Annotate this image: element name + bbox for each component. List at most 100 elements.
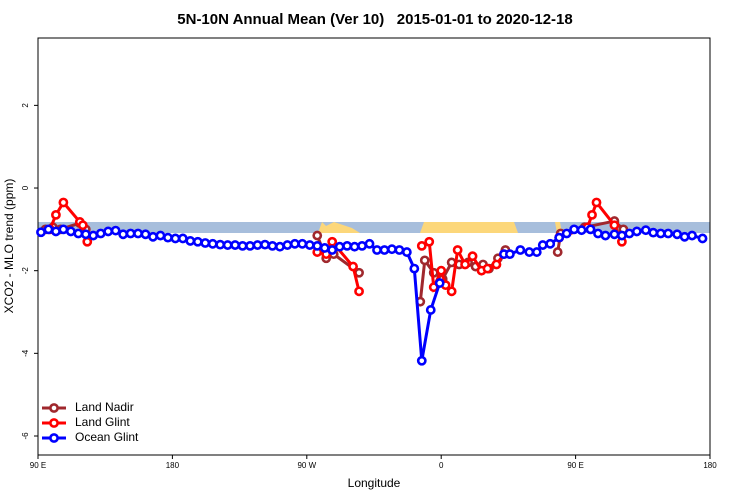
data-point: [491, 259, 502, 270]
data-point: [624, 228, 635, 239]
data-point: [467, 251, 478, 262]
data-point: [609, 229, 620, 240]
data-point: [118, 229, 129, 240]
data-point: [515, 245, 526, 255]
data-point: [222, 240, 233, 250]
y-axis-label: XCO2 - MLO trend (ppm): [2, 179, 16, 314]
data-point: [687, 230, 697, 241]
data-point: [531, 247, 542, 257]
data-point: [394, 245, 405, 255]
data-point: [349, 241, 360, 252]
data-point: [192, 236, 203, 247]
data-point: [125, 228, 136, 239]
data-point: [357, 240, 367, 251]
data-point: [275, 241, 285, 252]
data-point: [95, 228, 106, 239]
data-point: [591, 197, 602, 208]
data-point: [88, 230, 99, 241]
data-point: [482, 263, 493, 274]
data-point: [631, 226, 642, 237]
legend-marker: [49, 418, 59, 428]
data-point: [319, 243, 330, 253]
data-point: [133, 228, 143, 239]
data-point: [640, 225, 651, 236]
data-point: [297, 238, 308, 249]
y-tick-label: -6: [21, 432, 30, 440]
data-point: [663, 228, 674, 239]
data-point: [379, 245, 390, 255]
data-point: [65, 226, 76, 237]
data-point: [148, 231, 158, 242]
data-point: [342, 240, 353, 251]
x-tick-label: 90 W: [297, 461, 316, 470]
data-point: [424, 236, 435, 247]
data-point: [312, 240, 323, 251]
data-point: [372, 245, 382, 255]
data-point: [655, 228, 666, 239]
land-patch: [420, 222, 518, 233]
data-point: [446, 286, 457, 297]
chart-title: 5N-10N Annual Mean (Ver 10) 2015-01-01 t…: [177, 11, 572, 28]
data-point: [36, 227, 46, 238]
data-point: [364, 238, 375, 249]
data-point: [103, 226, 114, 237]
data-point: [587, 209, 597, 220]
data-point: [252, 240, 263, 250]
data-point: [327, 236, 338, 247]
data-point: [230, 240, 241, 250]
x-tick-label: 90 E: [567, 461, 583, 470]
data-point: [245, 240, 255, 251]
data-point: [648, 227, 659, 238]
data-point: [51, 209, 61, 220]
x-tick-label: 180: [166, 461, 180, 470]
data-point: [697, 233, 708, 244]
data-point: [289, 238, 300, 249]
data-point: [425, 305, 436, 315]
data-point: [163, 232, 173, 243]
data-point: [155, 230, 166, 241]
data-point: [552, 247, 563, 257]
data-point: [354, 286, 364, 297]
data-point: [452, 245, 463, 255]
data-point: [593, 228, 603, 239]
data-point: [436, 265, 447, 276]
data-point: [77, 220, 88, 231]
data-point: [419, 255, 430, 266]
land-patch: [318, 222, 360, 233]
data-point: [416, 240, 427, 251]
data-point: [609, 220, 620, 231]
data-point: [569, 224, 580, 235]
x-tick-label: 0: [439, 461, 444, 470]
data-point: [545, 238, 556, 249]
data-point: [312, 230, 323, 241]
legend-label: Land Nadir: [75, 400, 134, 414]
data-point: [537, 240, 548, 250]
data-point: [409, 263, 420, 274]
data-point: [80, 229, 91, 240]
data-point: [282, 240, 293, 250]
data-point: [387, 244, 397, 255]
data-point: [260, 239, 270, 250]
data-point: [237, 240, 248, 251]
data-point: [561, 228, 572, 239]
data-point: [140, 229, 151, 240]
y-tick-label: -4: [21, 349, 30, 357]
data-point: [679, 231, 690, 242]
y-tick-label: 2: [21, 103, 30, 108]
data-point: [215, 239, 226, 250]
data-point: [51, 226, 61, 237]
data-point: [576, 225, 587, 236]
data-point: [267, 240, 278, 251]
data-point: [327, 245, 338, 255]
data-point: [207, 238, 218, 249]
data-point: [434, 278, 445, 288]
data-point: [185, 236, 196, 246]
data-point: [110, 225, 121, 236]
data-point: [600, 230, 611, 241]
x-tick-label: 90 E: [30, 461, 46, 470]
data-point: [73, 228, 84, 239]
data-point: [58, 197, 69, 208]
data-point: [524, 247, 535, 257]
